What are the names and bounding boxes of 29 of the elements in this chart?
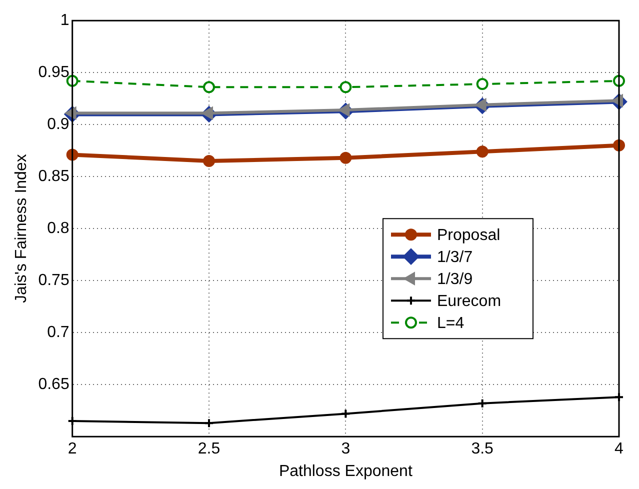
point	[204, 418, 214, 428]
y-tick-label: 0.7	[47, 324, 70, 342]
point	[340, 81, 352, 94]
point	[203, 81, 216, 94]
x-axis-title: Pathloss Exponent	[278, 462, 413, 480]
legend-label: 1/3/9	[437, 271, 473, 288]
point	[340, 408, 351, 419]
x-tick-label: 3.5	[471, 440, 494, 458]
legend-label: L=4	[437, 315, 464, 332]
point	[476, 78, 488, 90]
x-tick-label: 2.5	[198, 440, 220, 458]
y-tick-label: 0.9	[47, 116, 70, 134]
point	[340, 152, 352, 164]
point	[476, 146, 488, 158]
legend-label: Proposal	[437, 227, 500, 244]
legend-label: Eurecom	[437, 293, 502, 310]
point	[203, 155, 216, 167]
point	[477, 398, 488, 408]
y-tick-label: 0.8	[47, 220, 70, 238]
y-axis-title: Jais's Fairness Index	[13, 154, 30, 304]
y-tick-label: 0.65	[38, 376, 70, 394]
x-tick-label: 2	[68, 440, 77, 458]
y-tick-label: 0.75	[38, 272, 70, 290]
y-tick-label: 0.85	[38, 168, 70, 186]
x-tick-label: 4	[614, 440, 624, 458]
x-tick-label: 3	[341, 440, 350, 458]
legend-label: 1/3/7	[437, 249, 473, 266]
y-tick-label: 1	[60, 12, 70, 30]
y-tick-label: 0.95	[38, 64, 70, 82]
